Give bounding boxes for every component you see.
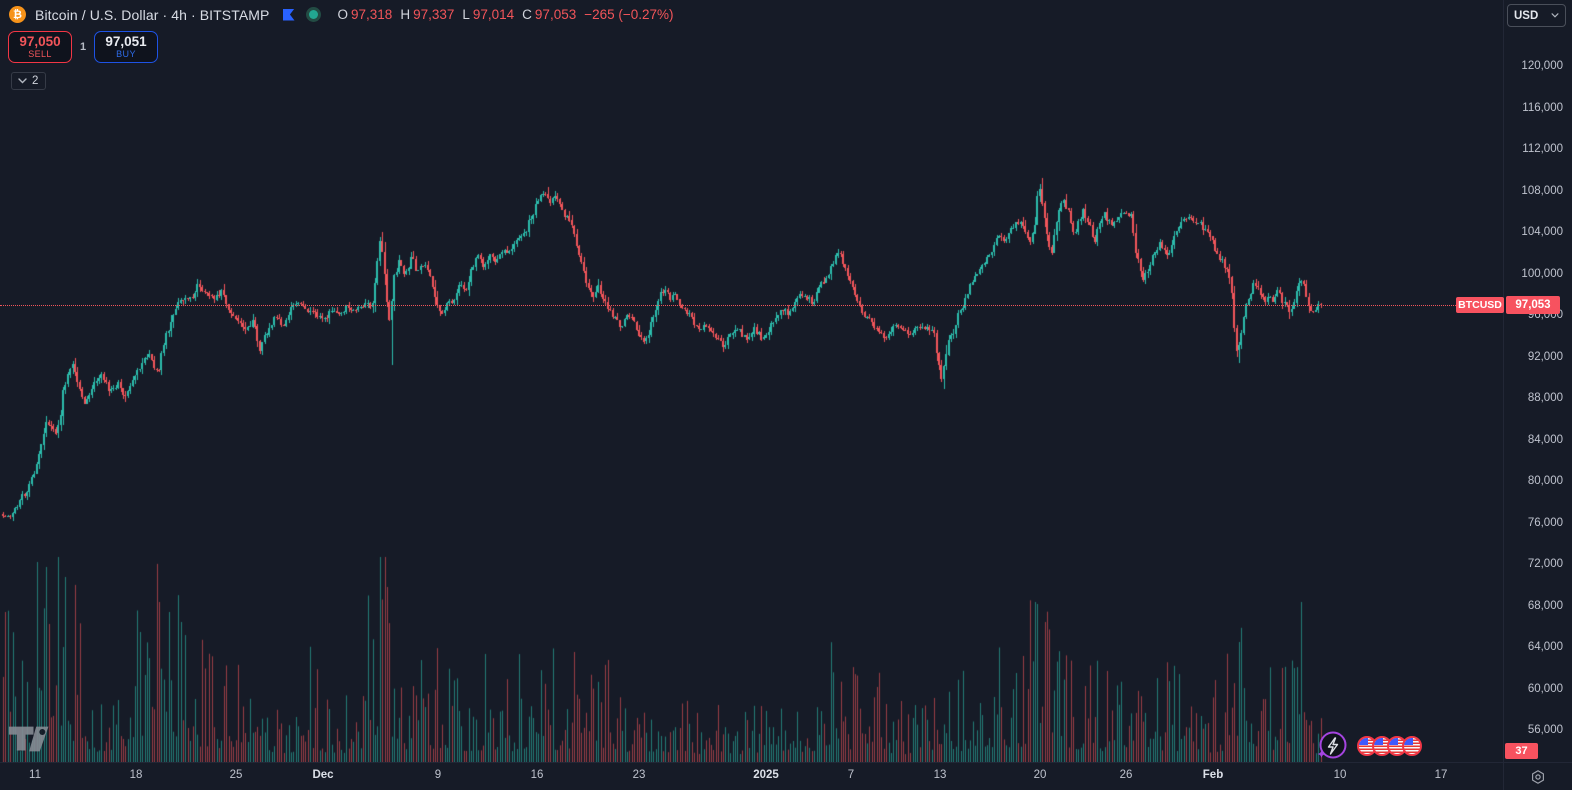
price-tick: 92,000 xyxy=(1527,350,1563,363)
sell-label: SELL xyxy=(28,49,52,60)
time-tick: 11 xyxy=(29,769,41,781)
high-label: H xyxy=(400,7,411,22)
time-tick: 26 xyxy=(1119,769,1133,781)
low-value: 97,014 xyxy=(472,7,515,22)
price-tick: 76,000 xyxy=(1527,516,1563,529)
sparkle-icon xyxy=(1317,750,1326,758)
price-tick: 60,000 xyxy=(1527,682,1563,695)
price-tick: 88,000 xyxy=(1527,392,1563,404)
price-tick: 108,000 xyxy=(1521,184,1563,197)
time-tick: 2025 xyxy=(753,769,779,781)
high-value: 97,337 xyxy=(413,7,455,22)
time-tick: 7 xyxy=(847,769,855,781)
sell-price: 97,050 xyxy=(19,33,61,49)
open-value: 97,318 xyxy=(351,7,393,22)
chevron-down-icon xyxy=(18,78,27,84)
close-label: C xyxy=(522,7,532,22)
symbol-legend: ₿ Bitcoin / U.S. Dollar · 4h · BITSTAMP … xyxy=(9,6,674,23)
buy-label: BUY xyxy=(116,49,136,60)
price-tick: 80,000 xyxy=(1527,475,1563,487)
time-tick: 10 xyxy=(1333,769,1347,781)
price-tick: 104,000 xyxy=(1521,226,1563,238)
time-tick: 20 xyxy=(1033,769,1047,781)
ohlc-values: O 97,318 H 97,337 L 97,014 C 97,053 −265… xyxy=(338,7,674,22)
time-tick: 18 xyxy=(129,769,143,781)
order-panel: 97,050 SELL 1 97,051 BUY xyxy=(8,31,158,63)
symbol-title[interactable]: Bitcoin / U.S. Dollar · 4h · BITSTAMP xyxy=(35,6,270,23)
price-tick: 84,000 xyxy=(1527,433,1563,446)
price-tick: 68,000 xyxy=(1527,599,1563,612)
timeline-markers xyxy=(1316,730,1422,762)
price-tick: 112,000 xyxy=(1522,143,1563,155)
time-tick: 23 xyxy=(632,769,646,781)
price-tick: 120,000 xyxy=(1521,60,1563,72)
buy-button[interactable]: 97,051 BUY xyxy=(94,31,158,63)
collapsed-indicators-chip[interactable]: 2 xyxy=(11,72,47,90)
collapsed-count: 2 xyxy=(32,75,39,87)
us-flag-icon[interactable] xyxy=(1402,736,1422,756)
gear-icon xyxy=(1532,769,1544,784)
currency-label: USD xyxy=(1514,9,1539,22)
spread-value: 1 xyxy=(79,41,87,53)
time-tick: 13 xyxy=(933,769,947,781)
price-tick: 56,000 xyxy=(1527,724,1563,736)
bitcoin-logo-icon: ₿ xyxy=(9,6,26,23)
buy-price: 97,051 xyxy=(105,33,147,49)
time-tick: Dec xyxy=(312,769,334,781)
open-label: O xyxy=(337,7,349,22)
axis-last-price-label: 97,053 xyxy=(1506,296,1560,314)
price-axis[interactable]: USD 120,000 116,000 112,000 108,000 104,000 1… xyxy=(1503,0,1572,763)
time-axis[interactable]: 11 18 25 Dec 9 16 23 2025 7 13 20 26 Feb 10 17 xyxy=(0,762,1504,790)
time-tick: 9 xyxy=(434,769,442,781)
price-tick: 100,000 xyxy=(1521,267,1563,280)
price-tick: 116,000 xyxy=(1522,101,1563,114)
time-tick: Feb xyxy=(1202,769,1224,781)
low-label: L xyxy=(462,7,470,22)
currency-selector[interactable]: USD xyxy=(1507,4,1566,27)
time-tick: 17 xyxy=(1434,769,1448,781)
sell-button[interactable]: 97,050 SELL xyxy=(8,31,72,63)
chevron-down-icon xyxy=(1551,13,1559,18)
axis-volume-label: 37 xyxy=(1505,743,1538,759)
symbol-price-tag: BTCUSD xyxy=(1456,297,1504,313)
time-tick: 16 xyxy=(530,769,544,781)
close-value: 97,053 xyxy=(534,7,577,22)
flag-icon[interactable] xyxy=(282,8,295,21)
change-value: −265 (−0.27%) xyxy=(584,7,674,22)
time-tick: 25 xyxy=(229,769,243,781)
price-tick: 64,000 xyxy=(1527,641,1563,653)
current-price-line xyxy=(0,305,1504,306)
lightning-icon xyxy=(1317,731,1347,759)
price-tick: 72,000 xyxy=(1527,558,1563,570)
market-status-icon xyxy=(305,7,321,22)
tradingview-logo xyxy=(8,724,52,759)
calendar-flags xyxy=(1357,736,1422,756)
scales-settings-button[interactable] xyxy=(1503,762,1572,790)
economic-events-button[interactable] xyxy=(1316,730,1348,762)
